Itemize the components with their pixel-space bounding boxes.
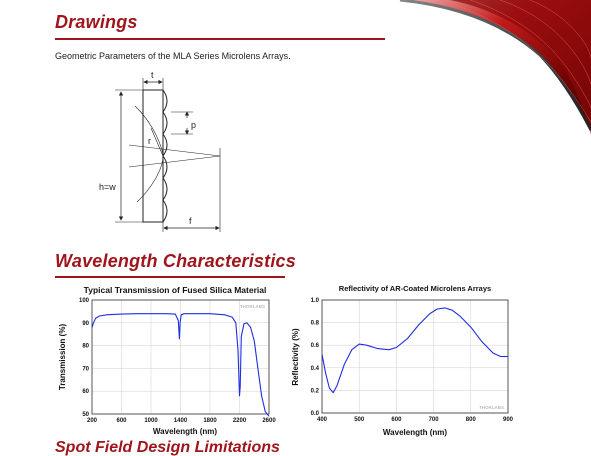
radius-label: r: [148, 136, 151, 146]
series-line: [321, 307, 508, 394]
x-tick-label: 600: [116, 418, 127, 424]
focal-length-label: f: [189, 216, 192, 226]
x-axis-label: Wavelength (nm): [383, 428, 447, 437]
substrate-rect: [142, 89, 164, 223]
chart-title: Reflectivity of AR-Coated Microlens Arra…: [339, 284, 491, 293]
y-tick-label: 0.2: [311, 388, 320, 394]
x-tick-label: 1400: [174, 418, 188, 424]
y-tick-label: 80: [82, 344, 89, 350]
drawings-heading: Drawings: [55, 12, 138, 32]
wavelength-heading: Wavelength Characteristics: [55, 251, 296, 271]
x-tick-label: 1800: [203, 418, 217, 424]
drawings-caption: Geometric Parameters of the MLA Series M…: [55, 51, 291, 61]
y-tick-label: 0.0: [311, 411, 320, 417]
y-tick-label: 0.6: [311, 343, 320, 349]
plot-frame: [91, 299, 270, 415]
x-axis-label: Wavelength (nm): [153, 427, 217, 436]
reflectivity-chart: Reflectivity of AR-Coated Microlens Arra…: [291, 284, 514, 437]
series-line: [91, 313, 270, 417]
x-tick-label: 2600: [262, 418, 276, 424]
y-tick-label: 70: [82, 366, 89, 372]
x-tick-label: 500: [354, 417, 365, 423]
y-tick-label: 0.8: [311, 321, 320, 327]
y-tick-label: 100: [79, 298, 90, 304]
y-tick-label: 60: [82, 389, 89, 395]
y-tick-label: 1.0: [311, 298, 320, 304]
y-tick-label: 90: [82, 321, 89, 327]
y-tick-label: 0.4: [311, 366, 320, 372]
watermark-label: THORLABS: [479, 405, 504, 410]
next-section-heading-clipped: Spot Field Design Limitations: [55, 439, 280, 456]
x-tick-label: 800: [466, 417, 477, 423]
x-tick-label: 200: [87, 418, 98, 424]
wavelength-divider: [55, 276, 285, 278]
microlens-geometry-diagram: t p r h=w f: [99, 70, 221, 232]
pitch-label: p: [191, 120, 196, 130]
drawings-divider: [55, 38, 385, 40]
y-tick-label: 50: [82, 412, 89, 418]
x-tick-label: 2200: [233, 418, 247, 424]
y-axis-label: Transmission (%): [58, 324, 67, 391]
chart-title: Typical Transmission of Fused Silica Mat…: [84, 285, 267, 295]
thickness-label: t: [151, 70, 154, 80]
x-tick-label: 1000: [144, 418, 158, 424]
watermark-label: THORLABS: [240, 304, 265, 309]
height-width-label: h=w: [99, 182, 116, 192]
x-tick-label: 700: [429, 417, 440, 423]
x-tick-label: 400: [317, 417, 328, 423]
plot-frame: [321, 299, 509, 414]
transmission-chart: Typical Transmission of Fused Silica Mat…: [58, 285, 276, 436]
x-tick-label: 600: [391, 417, 402, 423]
y-axis-label: Reflectivity (%): [291, 328, 300, 386]
x-tick-label: 900: [503, 417, 514, 423]
red-wave-decoration: [300, 0, 591, 170]
lenslet-profile: [162, 89, 168, 223]
